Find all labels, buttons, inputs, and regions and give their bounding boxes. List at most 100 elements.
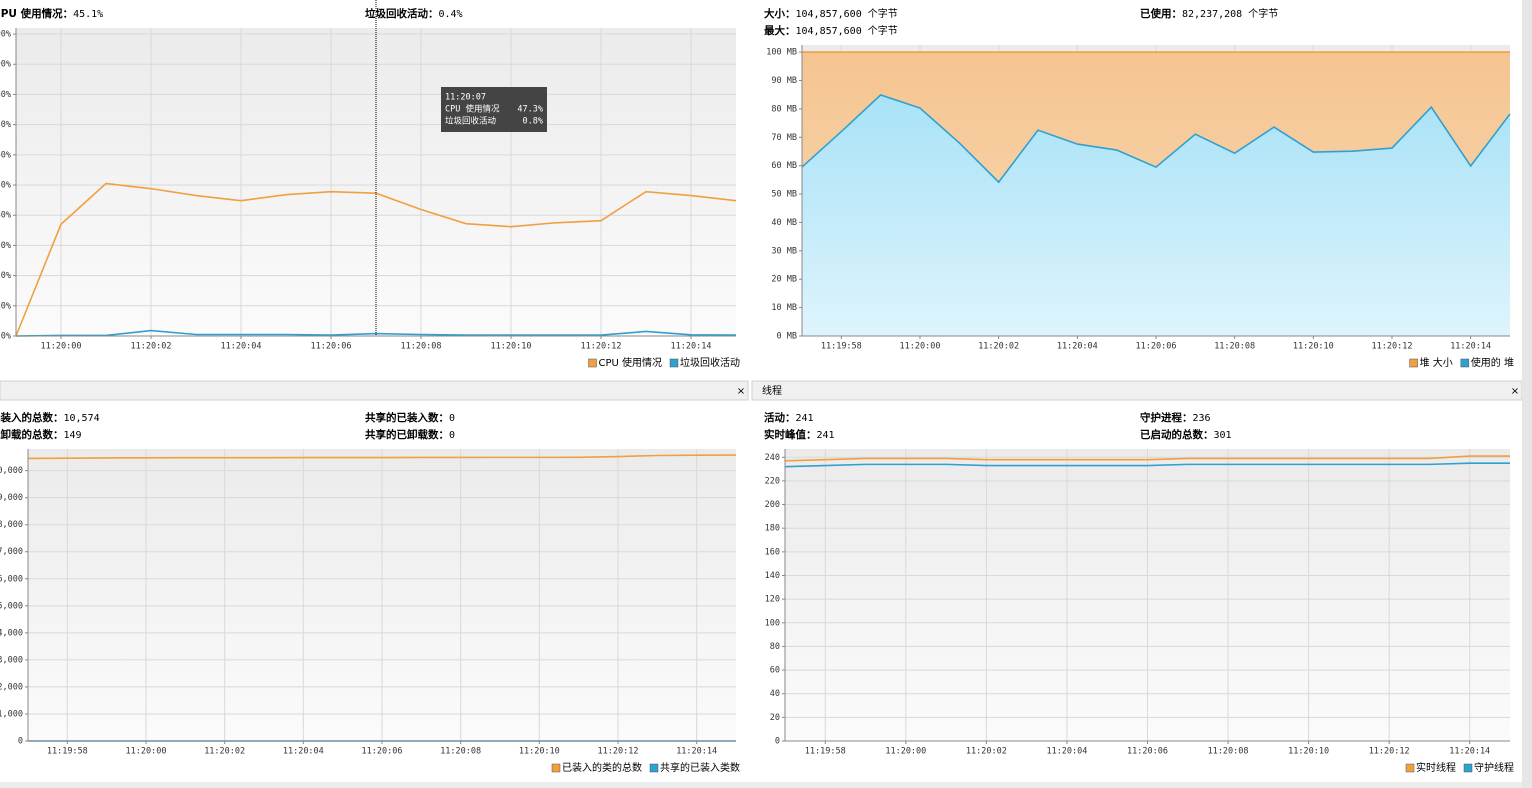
scroll-edge <box>1522 0 1532 788</box>
legend-label: 守护线程 <box>1474 761 1514 774</box>
y-tick-label: 2,000 <box>0 682 23 692</box>
y-tick-label: 100 MB <box>766 48 797 58</box>
line <box>15 182 737 337</box>
x-tick-label: 11:20:02 <box>131 342 172 352</box>
stat-value: 82,237,208 个字节 <box>1182 7 1278 20</box>
legend-label: 堆 大小 <box>1420 356 1453 369</box>
tooltip <box>441 87 547 132</box>
y-tick-label: 70 MB <box>771 133 797 143</box>
x-tick-label: 11:20:08 <box>401 342 442 352</box>
y-tick-label: 70% <box>0 120 11 130</box>
x-tick-label: 11:20:02 <box>204 747 245 757</box>
y-tick-label: 40 MB <box>771 218 797 228</box>
x-tick-label: 11:20:14 <box>676 747 717 757</box>
y-tick-label: 3,000 <box>0 655 23 665</box>
tooltip-name: CPU 使用情况 <box>445 104 500 115</box>
y-tick-label: 10 MB <box>771 303 797 313</box>
y-tick-label: 80% <box>0 90 11 100</box>
x-tick-label: 11:20:04 <box>1057 342 1098 352</box>
y-tick-label: 100% <box>0 30 11 40</box>
x-tick-label: 11:20:08 <box>1214 342 1255 352</box>
y-tick-label: 50% <box>0 181 11 191</box>
y-tick-label: 60% <box>0 150 11 160</box>
y-tick-label: 0 <box>18 737 23 747</box>
bottom-edge <box>0 782 1522 788</box>
y-tick-label: 60 MB <box>771 161 797 171</box>
x-tick-label: 11:20:04 <box>283 747 324 757</box>
y-tick-label: 9,000 <box>0 493 23 503</box>
stat-label: CPU 使用情况： <box>0 7 73 20</box>
stat-label: 实时峰值： <box>764 428 817 441</box>
legend-swatch <box>1460 358 1470 368</box>
panel-title: 线程 <box>762 384 782 397</box>
x-tick-label: 11:20:14 <box>671 342 712 352</box>
line <box>784 462 1510 468</box>
close-button[interactable]: × <box>1511 386 1519 397</box>
stat-label: 垃圾回收活动： <box>365 7 439 20</box>
stat-label: 守护进程： <box>1140 411 1193 424</box>
line <box>801 94 1511 184</box>
y-tick-label: 0% <box>1 332 11 342</box>
stat-value: 0.4% <box>439 9 463 20</box>
y-tick-label: 20% <box>0 271 11 281</box>
tooltip-value: 47.3% <box>517 105 543 115</box>
y-tick-label: 4,000 <box>0 628 23 638</box>
y-tick-label: 30 MB <box>771 246 797 256</box>
x-tick-label: 11:20:04 <box>1046 747 1087 757</box>
panel-header <box>0 380 749 401</box>
stat-value: 241 <box>796 413 814 424</box>
y-tick-label: 40% <box>0 211 11 221</box>
x-tick-label: 11:20:10 <box>519 747 560 757</box>
y-tick-label: 6,000 <box>0 574 23 584</box>
stat-value: 10,574 <box>64 413 100 424</box>
y-tick-label: 20 MB <box>771 275 797 285</box>
x-tick-label: 11:20:10 <box>1293 342 1334 352</box>
stat-label: 共享的已装入数： <box>365 411 449 424</box>
y-tick-label: 60 <box>770 666 780 676</box>
legend-label: 已装入的类的总数 <box>562 761 642 774</box>
stat-value: 0 <box>449 430 455 441</box>
y-tick-label: 80 <box>770 642 780 652</box>
legend-label: CPU 使用情况 <box>598 356 662 369</box>
x-tick-label: 11:20:02 <box>966 747 1007 757</box>
y-tick-label: 10% <box>0 301 11 311</box>
x-tick-label: 11:19:58 <box>47 747 88 757</box>
x-tick-label: 11:20:14 <box>1450 342 1491 352</box>
legend-swatch <box>588 358 597 368</box>
x-tick-label: 11:20:06 <box>311 342 352 352</box>
legend-swatch <box>1409 358 1418 368</box>
stat-label: 已卸载的总数： <box>0 428 64 441</box>
y-tick-label: 1,000 <box>0 709 23 719</box>
legend-swatch <box>649 763 659 773</box>
tooltip-name: 垃圾回收活动 <box>445 116 497 127</box>
y-tick-label: 180 <box>765 524 780 534</box>
stat-value: 149 <box>64 430 82 441</box>
x-tick-label: 11:20:06 <box>362 747 403 757</box>
stat-value: 241 <box>817 430 835 441</box>
y-tick-label: 30% <box>0 241 11 251</box>
x-tick-label: 11:20:00 <box>900 342 941 352</box>
legend-label: 使用的 堆 <box>1471 356 1514 369</box>
stat-label: 已使用： <box>1140 7 1182 20</box>
line <box>15 329 737 337</box>
stat-label: 已启动的总数： <box>1140 428 1214 441</box>
stat-label: 活动： <box>764 411 796 424</box>
x-tick-label: 11:20:12 <box>1369 747 1410 757</box>
x-tick-label: 11:20:06 <box>1136 342 1177 352</box>
close-button[interactable]: × <box>737 386 745 397</box>
x-tick-label: 11:20:12 <box>598 747 639 757</box>
tooltip-time: 11:20:07 <box>445 93 486 103</box>
x-tick-label: 11:20:00 <box>41 342 82 352</box>
x-tick-label: 11:20:00 <box>885 747 926 757</box>
stat-value: 104,857,600 个字节 <box>796 7 898 20</box>
legend-swatch <box>1405 763 1415 773</box>
stat-label: 最大： <box>764 24 796 37</box>
stat-label: 已装入的总数： <box>0 411 64 424</box>
stat-value: 301 <box>1214 430 1232 441</box>
area <box>802 94 1510 336</box>
stat-label: 大小： <box>764 7 796 20</box>
legend-swatch <box>551 763 561 773</box>
x-tick-label: 11:20:02 <box>978 342 1019 352</box>
line <box>784 455 1510 462</box>
y-tick-label: 100 <box>765 618 780 628</box>
